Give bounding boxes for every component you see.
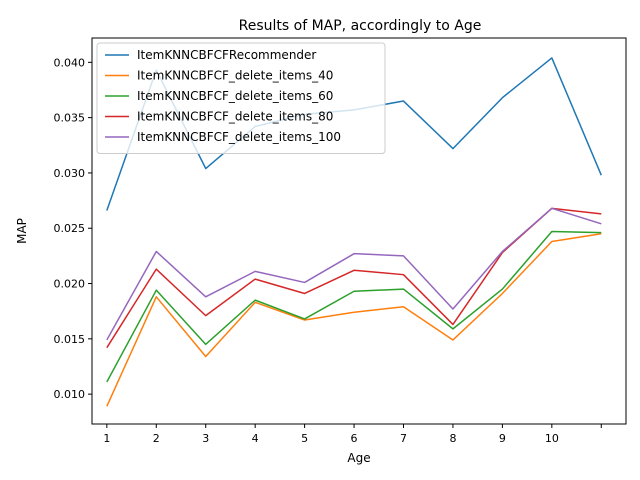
series-line-5 — [106, 207, 602, 341]
chart-title: Results of MAP, accordingly to Age — [239, 18, 482, 34]
series-lines — [106, 57, 602, 407]
x-tick-label: 3 — [202, 432, 209, 445]
y-tick-label: 0.010 — [54, 388, 86, 401]
y-tick-label: 0.015 — [54, 333, 86, 346]
x-tick-label: 1 — [103, 432, 110, 445]
legend-label: ItemKNNCBFCF_delete_items_80 — [137, 110, 333, 124]
legend-label: ItemKNNCBFCF_delete_items_100 — [137, 130, 341, 144]
legend-label: ItemKNNCBFCFRecommender — [137, 48, 316, 62]
x-tick-label: 7 — [400, 432, 407, 445]
y-tick-label: 0.020 — [54, 278, 86, 291]
y-tick-label: 0.035 — [54, 112, 86, 125]
y-axis: 0.010 0.015 0.020 0.025 0.030 0.035 0.040 — [54, 56, 92, 401]
x-tick-label: 2 — [153, 432, 160, 445]
y-axis-label: MAP — [15, 218, 29, 244]
x-tick-label: 8 — [449, 432, 456, 445]
x-tick-label: 5 — [301, 432, 308, 445]
series-line-2 — [106, 233, 602, 407]
legend: ItemKNNCBFCFRecommender ItemKNNCBFCF_dele… — [96, 42, 386, 154]
x-tick-label: 9 — [499, 432, 506, 445]
x-tick-label: 10 — [545, 432, 559, 445]
y-tick-label: 0.030 — [54, 167, 86, 180]
legend-label: ItemKNNCBFCF_delete_items_60 — [137, 89, 333, 103]
x-axis: 1 2 3 4 5 6 7 8 9 10 — [103, 424, 602, 445]
legend-label: ItemKNNCBFCF_delete_items_40 — [137, 69, 333, 83]
plot-frame — [91, 37, 627, 425]
series-line-3 — [106, 230, 602, 383]
y-tick-label: 0.025 — [54, 222, 86, 235]
x-tick-label: 6 — [351, 432, 358, 445]
x-axis-label: Age — [347, 451, 370, 465]
y-tick-label: 0.040 — [54, 56, 86, 69]
legend-box — [96, 42, 386, 154]
x-tick-label: 4 — [252, 432, 259, 445]
